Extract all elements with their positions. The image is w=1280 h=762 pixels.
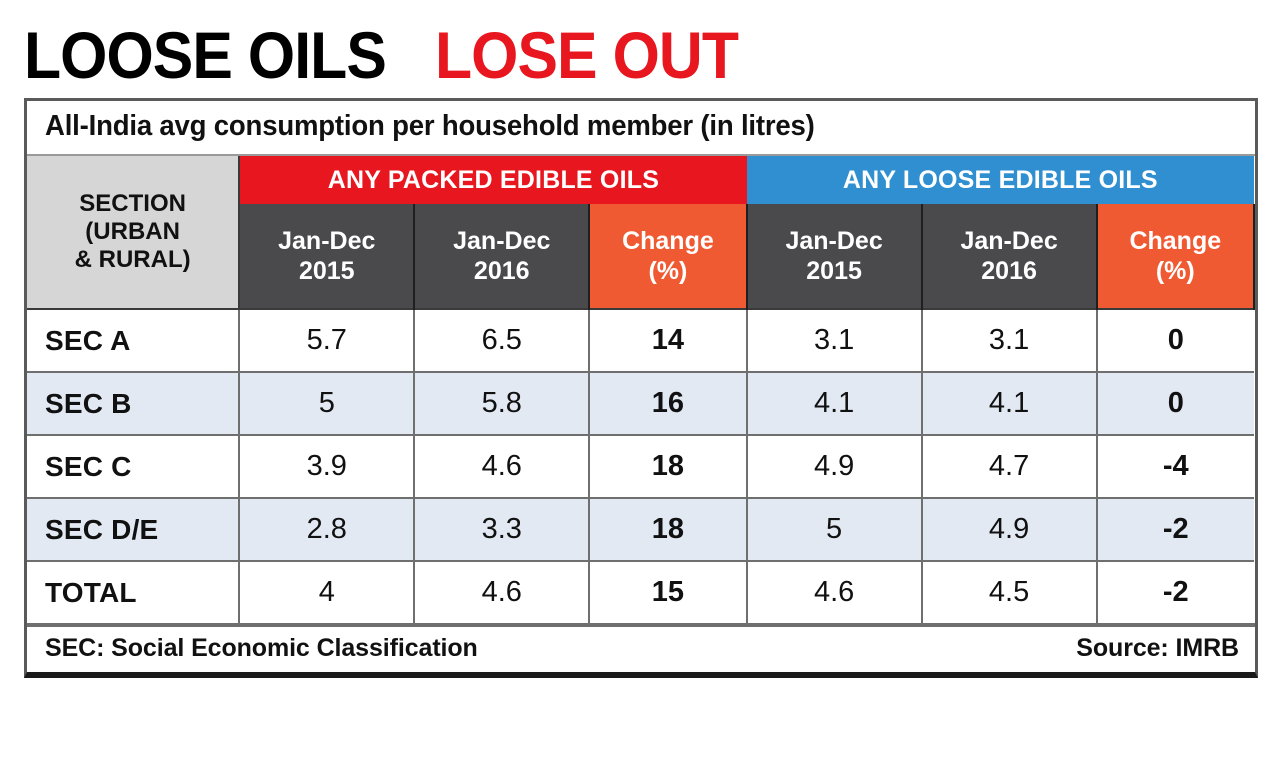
cell-loose-2016: 4.1 bbox=[921, 371, 1098, 435]
source-text: Source: IMRB bbox=[1076, 634, 1239, 662]
cell-packed-2015: 3.9 bbox=[239, 434, 416, 498]
subheader-packed-2015: Jan-Dec 2015 bbox=[238, 204, 416, 309]
section-header-line-2: (URBAN bbox=[85, 218, 180, 246]
cell-loose-2016: 4.7 bbox=[921, 434, 1098, 498]
cell-loose-change: -2 bbox=[1096, 497, 1254, 561]
table-row: SEC D/E 2.8 3.3 18 5 4.9 -2 bbox=[27, 497, 1254, 561]
subheader-packed-2016-line1: Jan-Dec bbox=[453, 227, 551, 255]
subheader-loose-change-line1: Change bbox=[1129, 227, 1222, 255]
cell-loose-2016: 4.5 bbox=[921, 560, 1098, 623]
cell-loose-2015: 5 bbox=[746, 497, 923, 561]
subheader-loose-2016: Jan-Dec 2016 bbox=[920, 204, 1098, 309]
subheader-loose-2015: Jan-Dec 2015 bbox=[745, 204, 923, 309]
cell-packed-change: 18 bbox=[589, 497, 748, 561]
table-row: SEC A 5.7 6.5 14 3.1 3.1 0 bbox=[27, 308, 1254, 372]
subheader-loose-change-line2: (%) bbox=[1155, 257, 1195, 285]
row-section-label: TOTAL bbox=[27, 560, 241, 623]
subheader-loose-change: Change (%) bbox=[1095, 204, 1256, 309]
cell-loose-2015: 4.1 bbox=[746, 371, 923, 435]
group-header-row: SECTION (URBAN & RURAL) ANY PACKED EDIBL… bbox=[27, 156, 1254, 309]
row-section-label: SEC B bbox=[27, 371, 241, 435]
headline-dark-text: LOOSE OILS bbox=[24, 18, 387, 92]
subtitle-text: All-India avg consumption per household … bbox=[45, 110, 815, 142]
subheader-packed-change-line1: Change bbox=[622, 227, 714, 255]
cell-packed-2016: 5.8 bbox=[414, 371, 591, 435]
group-header-packed: ANY PACKED EDIBLE OILS bbox=[239, 156, 747, 204]
subheader-loose-2016-line1: Jan-Dec bbox=[960, 227, 1058, 255]
subheader-packed-2015-line1: Jan-Dec bbox=[278, 227, 376, 255]
cell-packed-change: 16 bbox=[589, 371, 748, 435]
section-header-line-3: & RURAL) bbox=[74, 245, 191, 273]
table-row: SEC B 5 5.8 16 4.1 4.1 0 bbox=[27, 371, 1254, 435]
data-table: SECTION (URBAN & RURAL) ANY PACKED EDIBL… bbox=[27, 156, 1256, 623]
cell-loose-2015: 4.9 bbox=[746, 434, 923, 498]
subheader-packed-2015-line2: 2015 bbox=[298, 257, 355, 285]
cell-packed-change: 14 bbox=[589, 308, 748, 372]
table-row: SEC C 3.9 4.6 18 4.9 4.7 -4 bbox=[27, 434, 1254, 498]
subheader-packed-change: Change (%) bbox=[588, 204, 748, 309]
table-container: All-India avg consumption per household … bbox=[24, 98, 1258, 678]
subheader-loose-2015-line1: Jan-Dec bbox=[785, 227, 883, 255]
cell-loose-change: -2 bbox=[1096, 560, 1254, 623]
cell-packed-2016: 4.6 bbox=[414, 560, 591, 623]
cell-loose-change: 0 bbox=[1096, 371, 1254, 435]
subheader-loose-2015-line2: 2015 bbox=[806, 257, 862, 285]
headline-red-text: LOSE OUT bbox=[434, 18, 739, 92]
cell-packed-change: 15 bbox=[589, 560, 748, 623]
cell-loose-change: -4 bbox=[1096, 434, 1254, 498]
cell-packed-2016: 3.3 bbox=[414, 497, 591, 561]
cell-loose-2016: 3.1 bbox=[921, 308, 1098, 372]
subheader-packed-2016-line2: 2016 bbox=[473, 257, 530, 285]
cell-packed-2015: 4 bbox=[239, 560, 416, 623]
row-section-label: SEC C bbox=[27, 434, 241, 498]
cell-loose-2015: 3.1 bbox=[746, 308, 923, 372]
footer-row: SEC: Social Economic Classification Sour… bbox=[27, 623, 1255, 672]
headline: LOOSE OILS LOSE OUT bbox=[0, 0, 1280, 98]
section-column-header: SECTION (URBAN & RURAL) bbox=[27, 156, 241, 309]
subheader-packed-change-line2: (%) bbox=[648, 257, 688, 285]
table-row: TOTAL 4 4.6 15 4.6 4.5 -2 bbox=[27, 560, 1254, 623]
group-header-loose: ANY LOOSE EDIBLE OILS bbox=[746, 156, 1254, 204]
subtitle-row: All-India avg consumption per household … bbox=[27, 101, 1255, 156]
footnote-text: SEC: Social Economic Classification bbox=[45, 634, 478, 662]
table-header: SECTION (URBAN & RURAL) ANY PACKED EDIBL… bbox=[27, 156, 1256, 309]
cell-loose-change: 0 bbox=[1096, 308, 1254, 372]
cell-packed-2016: 6.5 bbox=[414, 308, 591, 372]
cell-loose-2016: 4.9 bbox=[921, 497, 1098, 561]
row-section-label: SEC A bbox=[27, 308, 241, 372]
cell-packed-2015: 5.7 bbox=[239, 308, 416, 372]
cell-packed-2015: 2.8 bbox=[239, 497, 416, 561]
section-header-line-1: SECTION bbox=[79, 190, 186, 218]
row-section-label: SEC D/E bbox=[27, 497, 241, 561]
subheader-packed-2016: Jan-Dec 2016 bbox=[413, 204, 591, 309]
cell-packed-change: 18 bbox=[589, 434, 748, 498]
cell-packed-2015: 5 bbox=[239, 371, 416, 435]
subheader-row: Jan-Dec 2015 Jan-Dec 2016 Change (%) Jan… bbox=[27, 204, 1256, 309]
table-body: SEC A 5.7 6.5 14 3.1 3.1 0 SEC B 5 5.8 1… bbox=[27, 308, 1254, 623]
cell-loose-2015: 4.6 bbox=[746, 560, 923, 623]
subheader-loose-2016-line2: 2016 bbox=[981, 257, 1037, 285]
cell-packed-2016: 4.6 bbox=[414, 434, 591, 498]
